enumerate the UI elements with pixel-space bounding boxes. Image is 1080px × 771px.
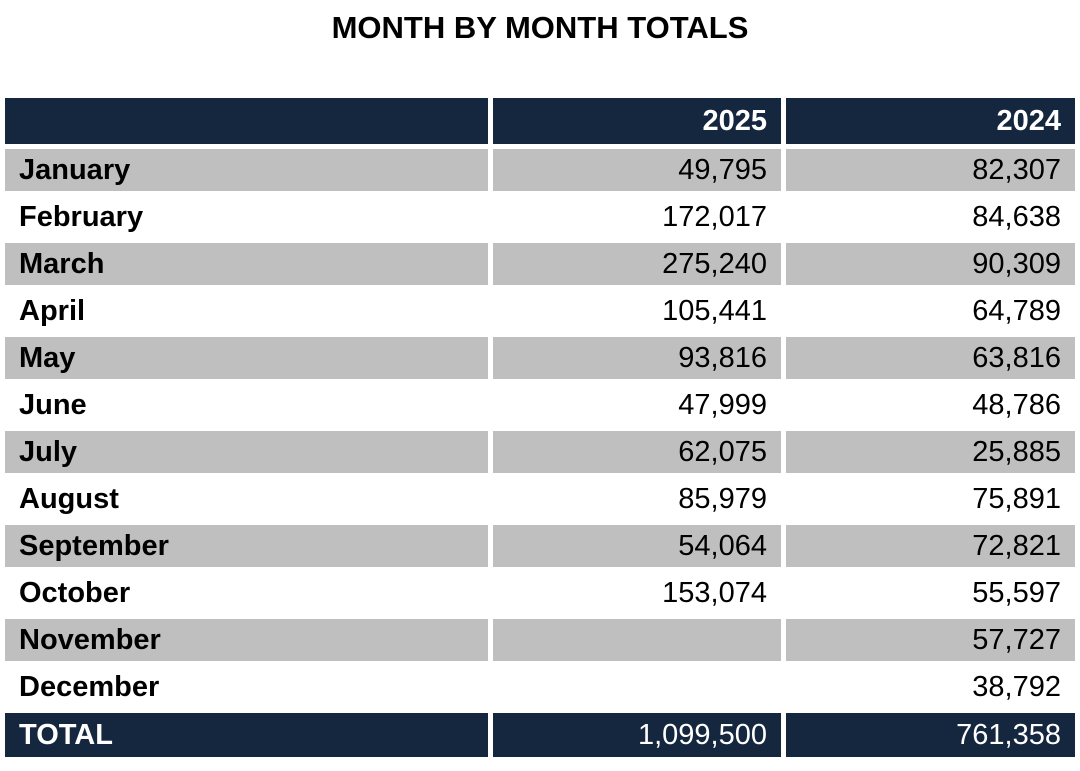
column-header-month: [5, 98, 488, 144]
value-2025: 93,816: [493, 337, 781, 379]
month-label: August: [5, 478, 488, 520]
value-2025: 153,074: [493, 572, 781, 614]
table-row: April 105,441 64,789: [5, 290, 1075, 332]
value-2025: 105,441: [493, 290, 781, 332]
month-label: July: [5, 431, 488, 473]
month-label: June: [5, 384, 488, 426]
total-label: TOTAL: [5, 713, 488, 757]
table-row: December 38,792: [5, 666, 1075, 708]
value-2025: 275,240: [493, 243, 781, 285]
value-2025: 172,017: [493, 196, 781, 238]
value-2024: 64,789: [786, 290, 1075, 332]
header-row: 2025 2024: [5, 98, 1075, 144]
value-2024: 38,792: [786, 666, 1075, 708]
month-label: May: [5, 337, 488, 379]
table-row: November 57,727: [5, 619, 1075, 661]
value-2025: 47,999: [493, 384, 781, 426]
total-row: TOTAL 1,099,500 761,358: [5, 713, 1075, 757]
table-row: May 93,816 63,816: [5, 337, 1075, 379]
value-2025: 49,795: [493, 149, 781, 191]
value-2024: 84,638: [786, 196, 1075, 238]
month-label: October: [5, 572, 488, 614]
table-row: February 172,017 84,638: [5, 196, 1075, 238]
table-row: October 153,074 55,597: [5, 572, 1075, 614]
table-row: March 275,240 90,309: [5, 243, 1075, 285]
table-row: September 54,064 72,821: [5, 525, 1075, 567]
table-row: August 85,979 75,891: [5, 478, 1075, 520]
table-row: June 47,999 48,786: [5, 384, 1075, 426]
value-2024: 75,891: [786, 478, 1075, 520]
value-2024: 63,816: [786, 337, 1075, 379]
table-row: January 49,795 82,307: [5, 149, 1075, 191]
value-2024: 82,307: [786, 149, 1075, 191]
month-label: September: [5, 525, 488, 567]
value-2025: 62,075: [493, 431, 781, 473]
value-2024: 72,821: [786, 525, 1075, 567]
value-2024: 48,786: [786, 384, 1075, 426]
column-header-2024: 2024: [786, 98, 1075, 144]
month-label: November: [5, 619, 488, 661]
table-row: July 62,075 25,885: [5, 431, 1075, 473]
value-2024: 57,727: [786, 619, 1075, 661]
value-2025: 54,064: [493, 525, 781, 567]
month-label: January: [5, 149, 488, 191]
value-2025: 85,979: [493, 478, 781, 520]
month-label: December: [5, 666, 488, 708]
page-title: MONTH BY MONTH TOTALS: [331, 10, 749, 45]
month-totals-table: 2025 2024 January 49,795 82,307 February…: [0, 93, 1080, 762]
month-label: April: [5, 290, 488, 332]
value-2024: 90,309: [786, 243, 1075, 285]
value-2024: 55,597: [786, 572, 1075, 614]
month-label: February: [5, 196, 488, 238]
value-2025: [493, 666, 781, 708]
value-2025: [493, 619, 781, 661]
total-2024: 761,358: [786, 713, 1075, 757]
total-2025: 1,099,500: [493, 713, 781, 757]
column-header-2025: 2025: [493, 98, 781, 144]
month-label: March: [5, 243, 488, 285]
value-2024: 25,885: [786, 431, 1075, 473]
